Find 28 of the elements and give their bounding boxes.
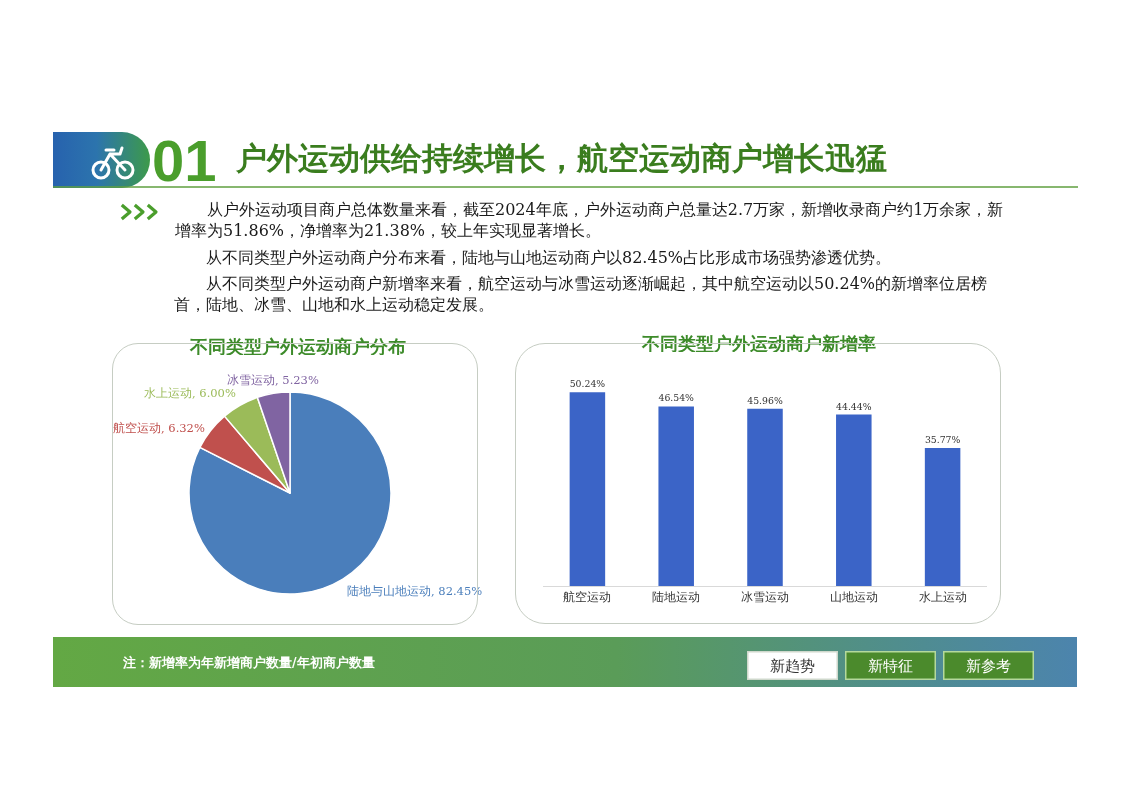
bar bbox=[747, 408, 783, 586]
bar bbox=[836, 414, 872, 586]
text: 注：新增率为年新增商户数量/年初商户数量 bbox=[122, 655, 375, 670]
text: 从不同类型户外运动商户分布来看，陆地与山地运动商户以82.45%占比形成市场强势渗透优势。 bbox=[174, 248, 892, 267]
text: 新参考 bbox=[966, 656, 1011, 675]
slice-label: 冰雪运动, 5.23% bbox=[227, 373, 319, 387]
bar bbox=[569, 392, 606, 586]
text: 01 bbox=[152, 128, 217, 193]
data-label: 50.24% bbox=[569, 378, 606, 390]
bar bbox=[924, 448, 961, 586]
slice-label: 陆地与山地运动, 82.45% bbox=[347, 584, 483, 598]
text: 从户外运动项目商户总体数量来看，截至2024年底，户外运动商户总量达2.7万家，新增收录商户约1万余家，新增率为51.86%，净增率为21.38%，较上年实现显著增长。 bbox=[174, 200, 1004, 240]
slice-label: 水上运动, 6.00% bbox=[144, 386, 236, 400]
x-tick-label: 航空运动 bbox=[563, 590, 612, 605]
x-tick-label: 陆地运动 bbox=[652, 590, 701, 605]
data-label: 45.96% bbox=[747, 394, 783, 406]
text: 新趋势 bbox=[770, 656, 815, 675]
bar bbox=[658, 406, 694, 586]
text: 新特征 bbox=[868, 656, 913, 675]
data-label: 46.54% bbox=[658, 392, 695, 404]
data-label: 44.44% bbox=[836, 400, 872, 412]
text: 户外运动供给持续增长，航空运动商户增长迅猛 bbox=[235, 140, 887, 176]
x-tick-label: 水上运动 bbox=[918, 590, 967, 605]
x-tick-label: 山地运动 bbox=[829, 590, 878, 605]
data-label: 35.77% bbox=[924, 434, 961, 446]
x-tick-label: 冰雪运动 bbox=[741, 590, 789, 605]
slice-label: 航空运动, 6.32% bbox=[113, 421, 205, 435]
text: 从不同类型户外运动商户新增率来看，航空运动与冰雪运动逐渐崛起，其中航空运动以50.24%的新增率位居榜首，陆地、冰雪、山地和水上运动稳定发展。 bbox=[174, 274, 988, 314]
